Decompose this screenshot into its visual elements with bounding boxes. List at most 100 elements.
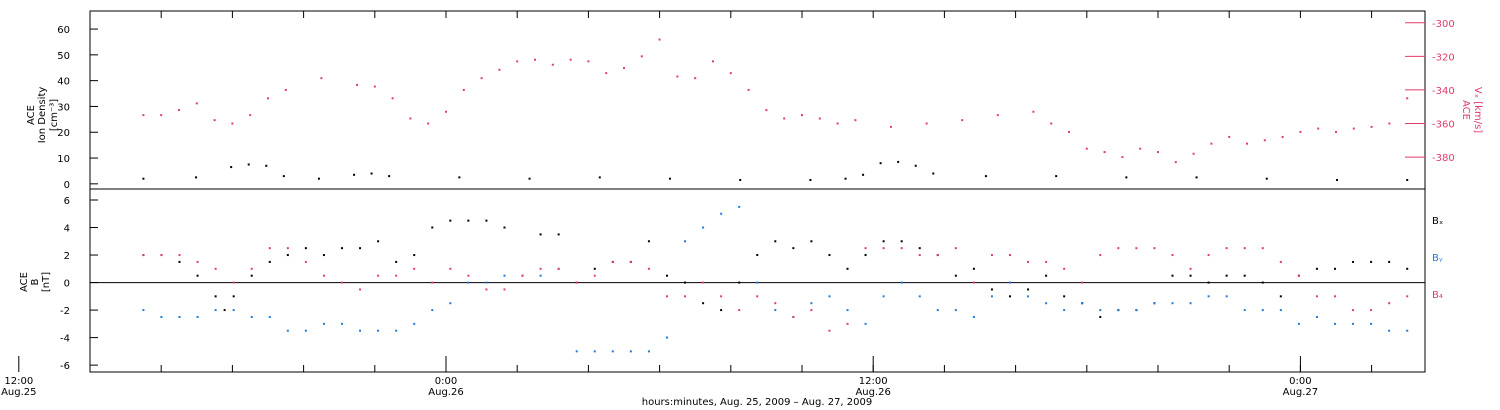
by-point xyxy=(593,350,596,353)
density-point xyxy=(282,175,285,178)
by-point xyxy=(1081,302,1084,305)
bx-point xyxy=(1099,315,1102,318)
top-left-label-0: ACE xyxy=(26,105,37,125)
density-point xyxy=(370,172,373,175)
bottom-left-tick-label: -6 xyxy=(60,361,70,372)
bz-point xyxy=(1261,247,1264,250)
x-tick-date: Aug.26 xyxy=(855,387,890,398)
bz-point xyxy=(196,260,199,263)
bx-point xyxy=(1406,267,1409,270)
velocity-point xyxy=(1299,130,1302,133)
bx-point xyxy=(304,247,307,250)
bx-point xyxy=(1225,274,1228,277)
bx-point xyxy=(467,219,470,222)
x-tick-date: Aug.27 xyxy=(1283,387,1318,398)
bx-point xyxy=(1045,274,1048,277)
velocity-point xyxy=(320,77,323,80)
bx-point xyxy=(720,309,723,312)
velocity-point xyxy=(1174,161,1177,164)
legend-by: Bᵧ xyxy=(1432,253,1443,264)
by-point xyxy=(936,309,939,312)
by-point xyxy=(864,322,867,325)
top-right-label-0: ACE xyxy=(1460,100,1471,120)
velocity-point xyxy=(1281,135,1284,138)
velocity-point xyxy=(160,114,163,117)
velocity-point xyxy=(818,117,821,120)
bx-point xyxy=(1279,295,1282,298)
bz-point xyxy=(1225,247,1228,250)
bz-point xyxy=(142,254,145,257)
magnetic-field-panel: -6 -4 -2 0 2 4 6 ACE B [nT] Bₓ Bᵧ B₄ xyxy=(19,188,1443,373)
x-tick-time: 12:00 xyxy=(4,376,33,387)
bx-point xyxy=(846,267,849,270)
velocity-point xyxy=(534,58,536,61)
bz-point xyxy=(665,295,668,298)
by-point xyxy=(1225,295,1228,298)
top-left-tick-label: 30 xyxy=(57,102,70,113)
by-point xyxy=(142,309,145,312)
density-point xyxy=(353,173,356,176)
bottom-left-tick-label: 4 xyxy=(64,224,70,235)
density-point xyxy=(879,162,882,165)
bottom-left-tick-label: 2 xyxy=(64,251,70,262)
bx-point xyxy=(268,260,271,263)
velocity-point xyxy=(1352,127,1355,130)
by-point xyxy=(395,329,398,332)
velocity-point xyxy=(231,122,234,125)
by-point xyxy=(738,205,741,208)
density-point xyxy=(984,175,987,178)
velocity-point xyxy=(569,58,572,61)
bx-point xyxy=(774,240,777,243)
by-point xyxy=(810,302,813,305)
bz-point xyxy=(539,267,542,270)
bz-point xyxy=(395,274,398,277)
bz-point xyxy=(557,267,560,270)
velocity-point xyxy=(729,72,732,75)
bx-point xyxy=(1027,288,1030,291)
bz-point xyxy=(160,254,163,257)
by-point xyxy=(702,226,705,229)
legend-bz: B₄ xyxy=(1432,290,1443,301)
velocity-point xyxy=(996,114,999,117)
bz-point xyxy=(1243,247,1246,250)
by-point xyxy=(431,309,434,312)
bx-point xyxy=(413,254,416,257)
velocity-point xyxy=(1228,135,1231,138)
bx-point xyxy=(1315,267,1318,270)
by-point xyxy=(1297,322,1300,325)
density-velocity-panel: 0 10 20 30 40 50 60 -300 -320 -340 -360 -380 ACE I… xyxy=(26,10,1483,191)
bz-point xyxy=(792,315,795,318)
density-point xyxy=(388,175,391,178)
bz-point xyxy=(1027,260,1030,263)
bz-point xyxy=(954,247,957,250)
bx-point xyxy=(1063,295,1066,298)
bx-point xyxy=(449,219,452,222)
velocity-point xyxy=(267,97,269,100)
bz-point xyxy=(774,302,777,305)
bz-point xyxy=(593,274,596,277)
x-tick-time: 12:00 xyxy=(859,376,888,387)
density-point xyxy=(142,177,145,180)
bx-point xyxy=(1370,260,1373,263)
density-point xyxy=(897,160,900,163)
bz-point xyxy=(918,254,921,257)
density-point xyxy=(458,176,461,179)
bz-point xyxy=(1009,254,1012,257)
top-right-tick-label: -320 xyxy=(1432,52,1455,63)
by-point xyxy=(449,302,452,305)
top-right-tick-label: -360 xyxy=(1432,120,1455,131)
bx-point xyxy=(972,267,975,270)
bz-point xyxy=(647,267,650,270)
bz-point xyxy=(1099,254,1102,257)
bz-point xyxy=(322,274,325,277)
velocity-point xyxy=(1406,97,1409,100)
bx-point xyxy=(340,247,343,250)
by-point xyxy=(1045,302,1048,305)
by-point xyxy=(900,281,903,284)
bz-point xyxy=(972,281,975,284)
density-point xyxy=(862,173,865,176)
velocity-point xyxy=(1263,139,1266,142)
by-point xyxy=(503,274,506,277)
bz-point xyxy=(1315,295,1318,298)
top-left-tick-label: 10 xyxy=(57,154,70,165)
